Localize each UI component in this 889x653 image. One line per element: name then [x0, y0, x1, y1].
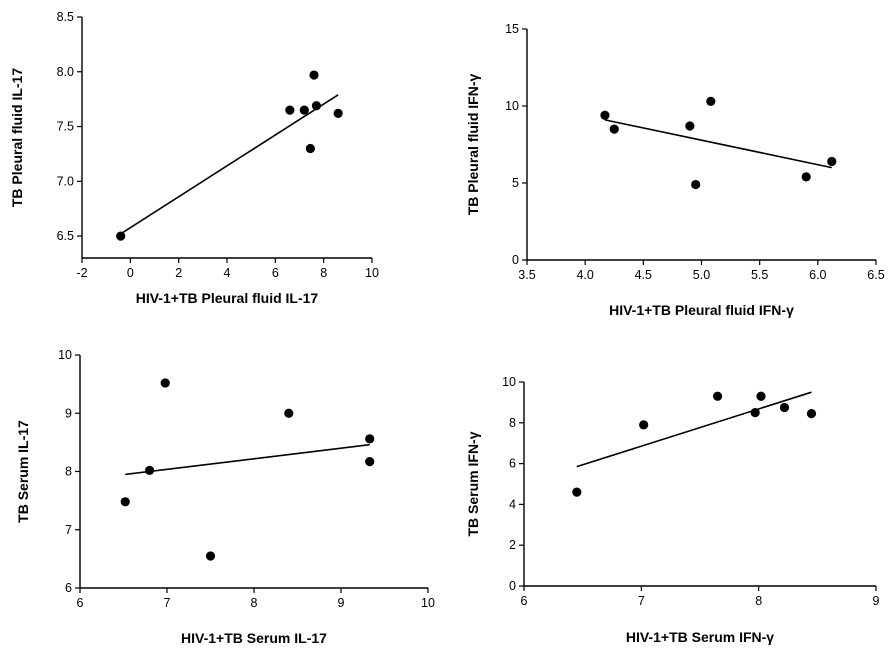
x-tick-label: 8 [755, 594, 762, 608]
data-point [120, 497, 130, 507]
y-tick-label: 7.5 [57, 120, 74, 134]
data-point [750, 408, 760, 418]
y-tick-label: 4 [509, 497, 516, 511]
data-point [600, 110, 610, 120]
x-tick-label: 8 [251, 596, 258, 610]
x-tick-label: 7 [164, 596, 171, 610]
y-tick-label: 6 [509, 457, 516, 471]
x-tick-label: 2 [175, 266, 182, 280]
regression-line [120, 94, 339, 235]
x-tick-label: 6 [521, 594, 528, 608]
y-tick-label: 7 [65, 523, 72, 537]
x-tick-label: -2 [76, 266, 87, 280]
panel-pleural-il17: -2 0 2 4 6 8 10 6.5 7.0 7.5 8.0 8.5 HIV-1+TB Pleural… [9, 10, 379, 306]
x-tick-label: 7 [638, 594, 645, 608]
x-tick-label: 6.0 [809, 268, 826, 282]
y-tick-label: 8 [509, 416, 516, 430]
data-point [756, 391, 766, 401]
data-point [779, 402, 790, 413]
x-tick-label: 6 [272, 266, 279, 280]
x-tick-label: 9 [873, 594, 880, 608]
data-point [806, 409, 817, 419]
x-tick-label: 5.0 [693, 268, 710, 282]
data-point [145, 465, 155, 475]
y-tick-label: 9 [65, 406, 72, 420]
data-point [160, 378, 170, 388]
panel-pleural-ifn-gamma: 3.5 4.0 4.5 5.0 5.5 6.0 6.5 0 5 10 15 HIV-1+TB Pleu… [465, 22, 885, 318]
data-point [801, 172, 811, 182]
x-tick-label: 10 [365, 266, 379, 280]
x-tick-label: 10 [421, 596, 435, 610]
x-tick-label: 5.5 [751, 268, 768, 282]
data-point [572, 487, 582, 497]
y-tick-label: 10 [58, 348, 72, 362]
regression-line [125, 443, 370, 476]
data-point [365, 456, 375, 467]
data-point [284, 408, 294, 418]
x-axis-title: HIV-1+TB Pleural fluid IL-17 [136, 290, 319, 306]
x-tick-label: 6.5 [867, 268, 884, 282]
y-tick-label: 8.5 [57, 10, 74, 24]
y-tick-label: 6.5 [57, 229, 74, 243]
data-point [205, 551, 216, 561]
x-tick-label: 3.5 [518, 268, 535, 282]
data-point [713, 391, 723, 401]
data-point [309, 70, 319, 80]
regression-line [604, 119, 832, 169]
y-tick-label: 15 [505, 22, 519, 36]
data-point [827, 156, 837, 167]
data-point [299, 105, 309, 115]
x-tick-label: 4.5 [635, 268, 652, 282]
x-tick-label: 6 [77, 596, 84, 610]
y-tick-label: 0 [512, 253, 519, 267]
y-axis-title: TB Serum IFN-γ [465, 431, 481, 536]
y-tick-label: 2 [509, 538, 516, 552]
y-tick-label: 8 [65, 465, 72, 479]
panel-serum-ifn-gamma: 6 7 8 9 0 2 4 6 8 10 HIV-1+TB Serum IFN-γ TB Serum … [465, 375, 880, 645]
y-tick-label: 8.0 [57, 65, 74, 79]
x-tick-label: 4 [224, 266, 231, 280]
y-tick-label: 7.0 [57, 174, 74, 188]
y-tick-label: 6 [65, 581, 72, 595]
y-axis-title: TB Pleural fluid IL-17 [9, 68, 25, 207]
x-axis-title: HIV-1+TB Serum IFN-γ [626, 629, 774, 645]
data-point [365, 434, 375, 444]
x-axis-title: HIV-1+TB Serum IL-17 [181, 630, 327, 646]
data-point [305, 143, 315, 154]
y-tick-label: 10 [505, 99, 519, 113]
x-tick-label: 8 [320, 266, 327, 280]
data-point [691, 179, 701, 190]
x-axis-title: HIV-1+TB Pleural fluid IFN-γ [609, 302, 794, 318]
regression-line [576, 391, 812, 468]
y-axis-title: TB Serum IL-17 [15, 420, 31, 523]
data-point [685, 121, 695, 131]
panel-serum-il17: 6 7 8 9 10 6 7 8 9 10 HIV-1+TB Serum IL-17 TB Serum… [15, 348, 435, 646]
x-tick-label: 0 [127, 266, 134, 280]
data-point [609, 124, 619, 134]
x-tick-label: 9 [338, 596, 345, 610]
data-point [311, 101, 322, 111]
y-tick-label: 0 [509, 579, 516, 593]
data-point [333, 108, 343, 118]
y-tick-label: 10 [502, 375, 516, 389]
y-axis-title: TB Pleural fluid IFN-γ [465, 74, 481, 216]
data-point [285, 105, 295, 115]
data-point [706, 96, 716, 106]
data-point [116, 231, 126, 241]
data-point [639, 420, 649, 430]
x-tick-label: 4.0 [576, 268, 593, 282]
y-tick-label: 5 [512, 176, 519, 190]
